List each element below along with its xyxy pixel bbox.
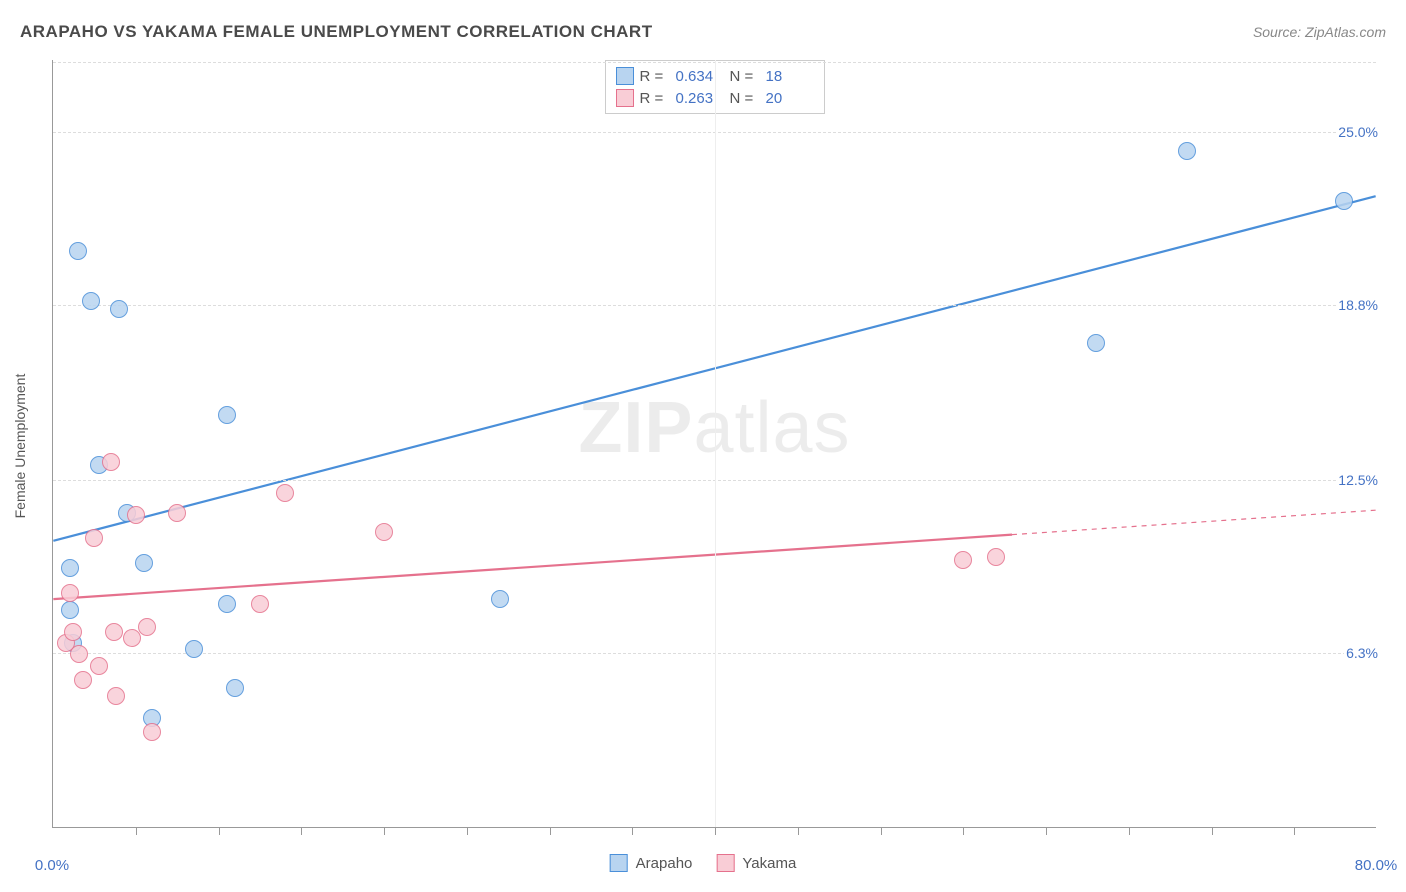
stat-swatch — [616, 67, 634, 85]
x-tick — [715, 827, 716, 835]
data-point — [90, 657, 108, 675]
x-tick — [1046, 827, 1047, 835]
x-tick — [1129, 827, 1130, 835]
data-point — [168, 504, 186, 522]
stat-n-value: 20 — [766, 90, 814, 107]
x-tick — [963, 827, 964, 835]
data-point — [70, 645, 88, 663]
stat-swatch — [616, 89, 634, 107]
data-point — [218, 595, 236, 613]
data-point — [102, 453, 120, 471]
trend-line-extrapolated — [1012, 510, 1376, 534]
x-tick — [550, 827, 551, 835]
data-point — [61, 559, 79, 577]
y-tick-label: 18.8% — [1336, 297, 1380, 313]
data-point — [491, 590, 509, 608]
x-tick — [881, 827, 882, 835]
data-point — [143, 723, 161, 741]
stat-n-label: N = — [730, 68, 760, 85]
legend-swatch-yakama — [716, 854, 734, 872]
data-point — [69, 242, 87, 260]
data-point — [85, 529, 103, 547]
data-point — [110, 300, 128, 318]
data-point — [375, 523, 393, 541]
x-tick — [1212, 827, 1213, 835]
data-point — [61, 601, 79, 619]
data-point — [138, 618, 156, 636]
trend-line — [53, 535, 1012, 599]
plot-area: ZIPatlas R =0.634N =18R =0.263N =20 6.3%… — [52, 60, 1376, 828]
data-point — [218, 406, 236, 424]
data-point — [251, 595, 269, 613]
legend-label-arapaho: Arapaho — [636, 855, 693, 872]
x-tick — [384, 827, 385, 835]
y-tick-label: 12.5% — [1336, 472, 1380, 488]
legend-item-yakama: Yakama — [716, 854, 796, 872]
data-point — [1087, 334, 1105, 352]
x-tick — [467, 827, 468, 835]
stat-n-label: N = — [730, 90, 760, 107]
x-axis-min-label: 0.0% — [35, 857, 69, 874]
x-major-gridline — [715, 60, 716, 827]
y-axis-title: Female Unemployment — [12, 374, 28, 519]
x-tick — [136, 827, 137, 835]
stat-n-value: 18 — [766, 68, 814, 85]
data-point — [105, 623, 123, 641]
data-point — [276, 484, 294, 502]
stat-r-value: 0.634 — [676, 68, 724, 85]
data-point — [954, 551, 972, 569]
data-point — [107, 687, 125, 705]
stat-r-label: R = — [640, 68, 670, 85]
data-point — [226, 679, 244, 697]
data-point — [74, 671, 92, 689]
chart-container: ARAPAHO VS YAKAMA FEMALE UNEMPLOYMENT CO… — [0, 0, 1406, 892]
watermark-light: atlas — [693, 388, 850, 468]
header-row: ARAPAHO VS YAKAMA FEMALE UNEMPLOYMENT CO… — [20, 22, 1386, 42]
x-tick — [632, 827, 633, 835]
stat-r-label: R = — [640, 90, 670, 107]
data-point — [185, 640, 203, 658]
y-tick-label: 25.0% — [1336, 124, 1380, 140]
data-point — [64, 623, 82, 641]
data-point — [61, 584, 79, 602]
x-tick — [1294, 827, 1295, 835]
chart-title: ARAPAHO VS YAKAMA FEMALE UNEMPLOYMENT CO… — [20, 22, 653, 42]
data-point — [127, 506, 145, 524]
data-point — [1335, 192, 1353, 210]
stat-r-value: 0.263 — [676, 90, 724, 107]
data-point — [135, 554, 153, 572]
data-point — [82, 292, 100, 310]
x-axis-max-label: 80.0% — [1355, 857, 1398, 874]
watermark-bold: ZIP — [578, 388, 693, 468]
legend-label-yakama: Yakama — [742, 855, 796, 872]
data-point — [1178, 142, 1196, 160]
legend-item-arapaho: Arapaho — [610, 854, 693, 872]
y-tick-label: 6.3% — [1344, 645, 1380, 661]
series-legend: Arapaho Yakama — [610, 854, 797, 872]
x-tick — [301, 827, 302, 835]
x-tick — [219, 827, 220, 835]
x-tick — [798, 827, 799, 835]
source-attribution: Source: ZipAtlas.com — [1253, 24, 1386, 40]
legend-swatch-arapaho — [610, 854, 628, 872]
data-point — [987, 548, 1005, 566]
